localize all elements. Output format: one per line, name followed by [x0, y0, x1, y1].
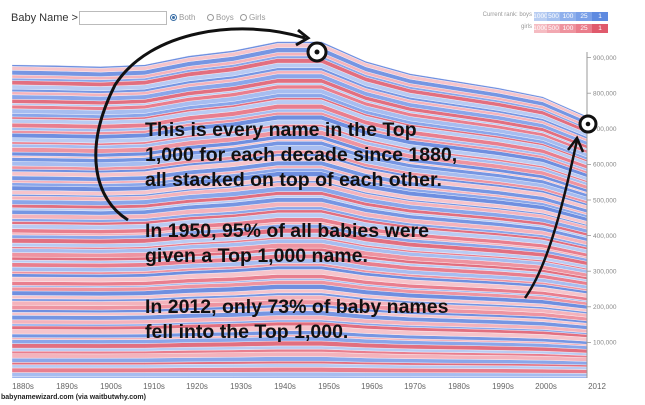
arrowhead-icon [295, 28, 311, 47]
filter-boys-label: Boys [216, 13, 234, 22]
annotation-line-6: In 2012, only 73% of baby names [145, 296, 449, 318]
filter-girls-radio[interactable]: Girls [240, 13, 265, 22]
boys-rank-cell: 1 [592, 12, 608, 21]
x-tick-label: 1910s [143, 382, 165, 391]
annotation-line-4: In 1950, 95% of all babies were [145, 220, 429, 242]
annotation-line-1: This is every name in the Top [145, 119, 417, 141]
x-tick-label: 1990s [492, 382, 514, 391]
girls-rank-cell: 500 [547, 24, 560, 33]
annotation-line-3: all stacked on top of each other. [145, 169, 442, 191]
annotation-line-2: 1,000 for each decade since 1880, [145, 144, 457, 166]
x-tick-label: 1930s [230, 382, 252, 391]
boys-rank-cell: 1000 [533, 12, 548, 21]
y-tick-label: 300,000 [593, 269, 617, 276]
y-tick-label: 400,000 [593, 233, 617, 240]
marker-1950-dot-icon [314, 49, 320, 55]
y-tick-label: 100,000 [593, 340, 617, 347]
boys-rank-cell: 25 [576, 12, 592, 21]
girls-rank-cell: 100 [560, 24, 576, 33]
x-tick-label: 1960s [361, 382, 383, 391]
x-tick-label: 1920s [186, 382, 208, 391]
x-tick-label: 1950s [318, 382, 340, 391]
source-credit: babynamewizard.com (via waitbutwhy.com) [1, 394, 146, 401]
x-tick-label: 1890s [56, 382, 78, 391]
filter-both-label: Both [179, 13, 196, 22]
y-tick-label: 700,000 [593, 126, 617, 133]
arrowhead-icon [567, 135, 585, 153]
filter-girls-label: Girls [249, 13, 266, 22]
filter-boys-radio[interactable]: Boys [207, 13, 234, 22]
y-tick-label: 800,000 [593, 91, 617, 98]
annotation-arrows [94, 27, 598, 299]
x-tick-label: 2012 [588, 382, 606, 391]
baby-name-search-input[interactable] [79, 11, 167, 25]
page-title: Baby Name > [11, 12, 78, 24]
annotation-text: This is every name in the Top 1,000 for … [145, 119, 457, 343]
radio-icon [240, 14, 247, 21]
annotation-line-5: given a Top 1,000 name. [145, 245, 368, 267]
girls-rank-cell: 1000 [533, 24, 548, 33]
arrow-to-2012-curve [523, 139, 579, 299]
x-tick-label: 2000s [535, 382, 557, 391]
x-tick-label: 1970s [404, 382, 426, 391]
x-tick-label: 1980s [448, 382, 470, 391]
y-tick-label: 200,000 [593, 304, 617, 311]
filter-both-radio[interactable]: Both [170, 13, 195, 22]
radio-selected-icon [170, 14, 177, 21]
name-stream-chart: 100,000 200,000 300,000 400,000 500,000 600,0… [11, 27, 617, 391]
y-axis-ticks: 100,000 200,000 300,000 400,000 500,000 600,0… [587, 55, 617, 347]
boys-rank-cell: 100 [560, 12, 576, 21]
arrow-to-1950-curve [94, 27, 306, 222]
radio-icon [207, 14, 214, 21]
girls-rank-cell: 25 [576, 24, 592, 33]
current-rank-label: Current rank: boys [482, 12, 532, 18]
boys-rank-cell: 500 [547, 12, 560, 21]
y-tick-label: 600,000 [593, 162, 617, 169]
x-axis-ticks: 1880s 1890s 1900s 1910s 1920s 1930s 1940s 1950s… [12, 382, 606, 391]
marker-2012-dot-icon [585, 121, 591, 127]
x-tick-label: 1880s [12, 382, 34, 391]
girls-rank-cell: 1 [592, 24, 608, 33]
y-tick-label: 500,000 [593, 197, 617, 204]
annotation-line-7: fell into the Top 1,000. [145, 321, 348, 343]
toolbar: Baby Name > Both Boys Girls Current rank… [0, 0, 645, 34]
y-tick-label: 900,000 [593, 55, 617, 62]
girls-rank-label: girls [520, 24, 532, 30]
x-tick-label: 1940s [274, 382, 296, 391]
x-tick-label: 1900s [100, 382, 122, 391]
